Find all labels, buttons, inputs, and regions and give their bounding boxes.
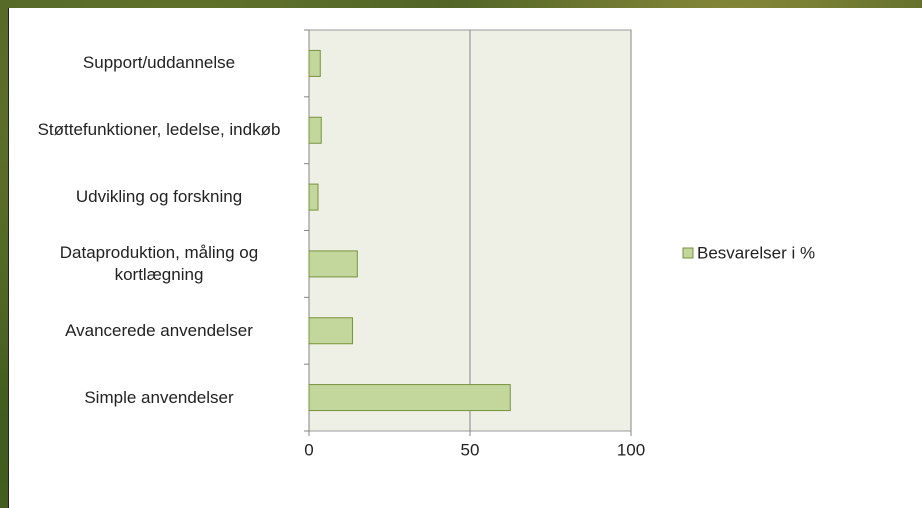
bar [308,183,319,211]
bar [308,116,322,144]
legend-swatch [682,247,694,259]
x-tick-label: 100 [617,440,645,459]
legend-label: Besvarelser i % [697,243,815,262]
y-tick-label: Simple anvendelser [84,387,234,407]
y-tick-label: Support/uddannelse [82,53,236,73]
y-tick-label: Støttefunktioner, ledelse, indkøb [37,120,281,140]
bar [308,49,321,77]
y-tick-label: Avancerede anvendelser [65,320,253,340]
y-tick-label: Dataproduktion, måling og kortlægning [59,242,259,284]
y-tick-label: Udvikling og forskning [75,187,243,207]
x-tick-label: 50 [461,440,480,459]
bar [308,250,358,278]
x-tick-label: 0 [304,440,313,459]
bar [308,317,353,345]
bar [308,384,511,412]
